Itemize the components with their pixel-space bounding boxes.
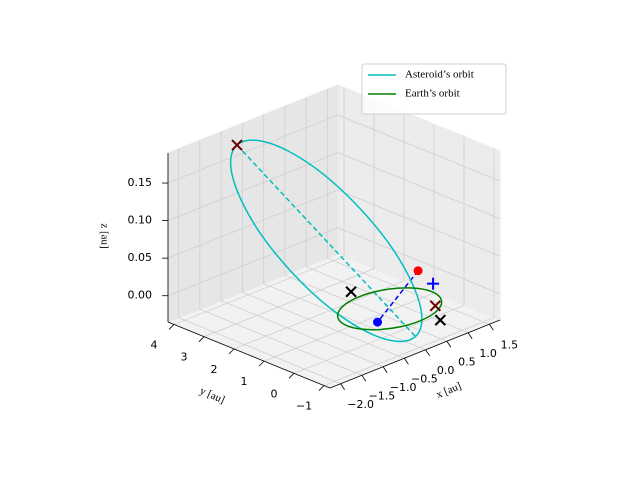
grid-line (326, 89, 490, 325)
y-tick-label: 4 (151, 338, 158, 351)
x-tick (361, 375, 367, 382)
marker-stroke (231, 139, 243, 151)
x-tick-label: 0.0 (437, 364, 455, 377)
x-tick (489, 324, 494, 331)
orbit-line (336, 287, 443, 331)
x-tick-label: −2.0 (347, 398, 374, 411)
x-tick (446, 341, 452, 348)
dashed-segment (376, 270, 419, 323)
y-tick-label: 2 (211, 363, 218, 376)
grid-line (293, 136, 465, 374)
z-tick-label: 0.10 (128, 214, 153, 227)
marker (413, 266, 423, 276)
legend-box (361, 63, 507, 115)
grid-line (305, 97, 469, 334)
marker-stroke (429, 300, 442, 312)
grid-line (167, 114, 501, 184)
x-tick (467, 332, 473, 339)
y-axis-line (167, 321, 331, 389)
marker-stroke (434, 314, 447, 326)
marker (434, 314, 447, 326)
x-tick (382, 366, 388, 373)
grid-line (203, 99, 375, 338)
x-tick (425, 349, 430, 356)
marker (345, 286, 357, 298)
grid-line (167, 227, 501, 297)
x-tick (340, 383, 345, 390)
x-tick-label: 1.0 (479, 347, 497, 360)
z-tick-label: 0.05 (128, 251, 153, 264)
orbit-line (229, 139, 423, 343)
grid-line (233, 111, 405, 350)
x-axis-line (329, 319, 501, 389)
grid-line (284, 106, 448, 342)
y-tick (318, 385, 325, 391)
grid-line (220, 131, 384, 368)
y-tick (228, 348, 235, 355)
z-tick-label: 0.15 (128, 176, 153, 189)
grid-line (323, 148, 495, 386)
x-tick-label: −1.5 (369, 389, 396, 402)
x-tick-label: 0.5 (458, 355, 476, 368)
grid-line (173, 87, 345, 325)
x-tick-label: −1.0 (390, 381, 417, 394)
marker (231, 139, 243, 151)
grid-line (167, 189, 501, 259)
y-tick (288, 373, 295, 379)
marker-dot (373, 317, 383, 327)
y-tick (258, 360, 265, 367)
y-tick (198, 336, 205, 342)
back-right-pane (337, 84, 501, 321)
marker (427, 277, 440, 290)
grid-line (241, 123, 405, 359)
x-tick-label: −0.5 (411, 372, 438, 385)
grid-line (178, 148, 341, 385)
y-tick (168, 324, 175, 330)
legend-label: Earth’s orbit (405, 88, 460, 100)
dashed-segment (236, 144, 417, 337)
z-axis-label: z [au] (98, 223, 110, 248)
marker (373, 317, 383, 327)
z-tick-label: 0.00 (128, 289, 153, 302)
y-tick-label: 0 (271, 387, 278, 400)
legend-label: Asteroid’s orbit (405, 69, 474, 81)
marker-stroke (345, 286, 357, 298)
grid-line (263, 114, 426, 351)
x-tick (404, 358, 409, 365)
y-tick-label: −1 (296, 400, 312, 413)
marker (429, 300, 442, 312)
x-tick-label: 1.5 (501, 338, 519, 351)
marker-dot (413, 266, 423, 276)
y-tick-label: 1 (241, 375, 248, 388)
y-tick-label: 3 (181, 351, 188, 364)
grid-line (199, 140, 363, 376)
grid-line (167, 152, 501, 221)
